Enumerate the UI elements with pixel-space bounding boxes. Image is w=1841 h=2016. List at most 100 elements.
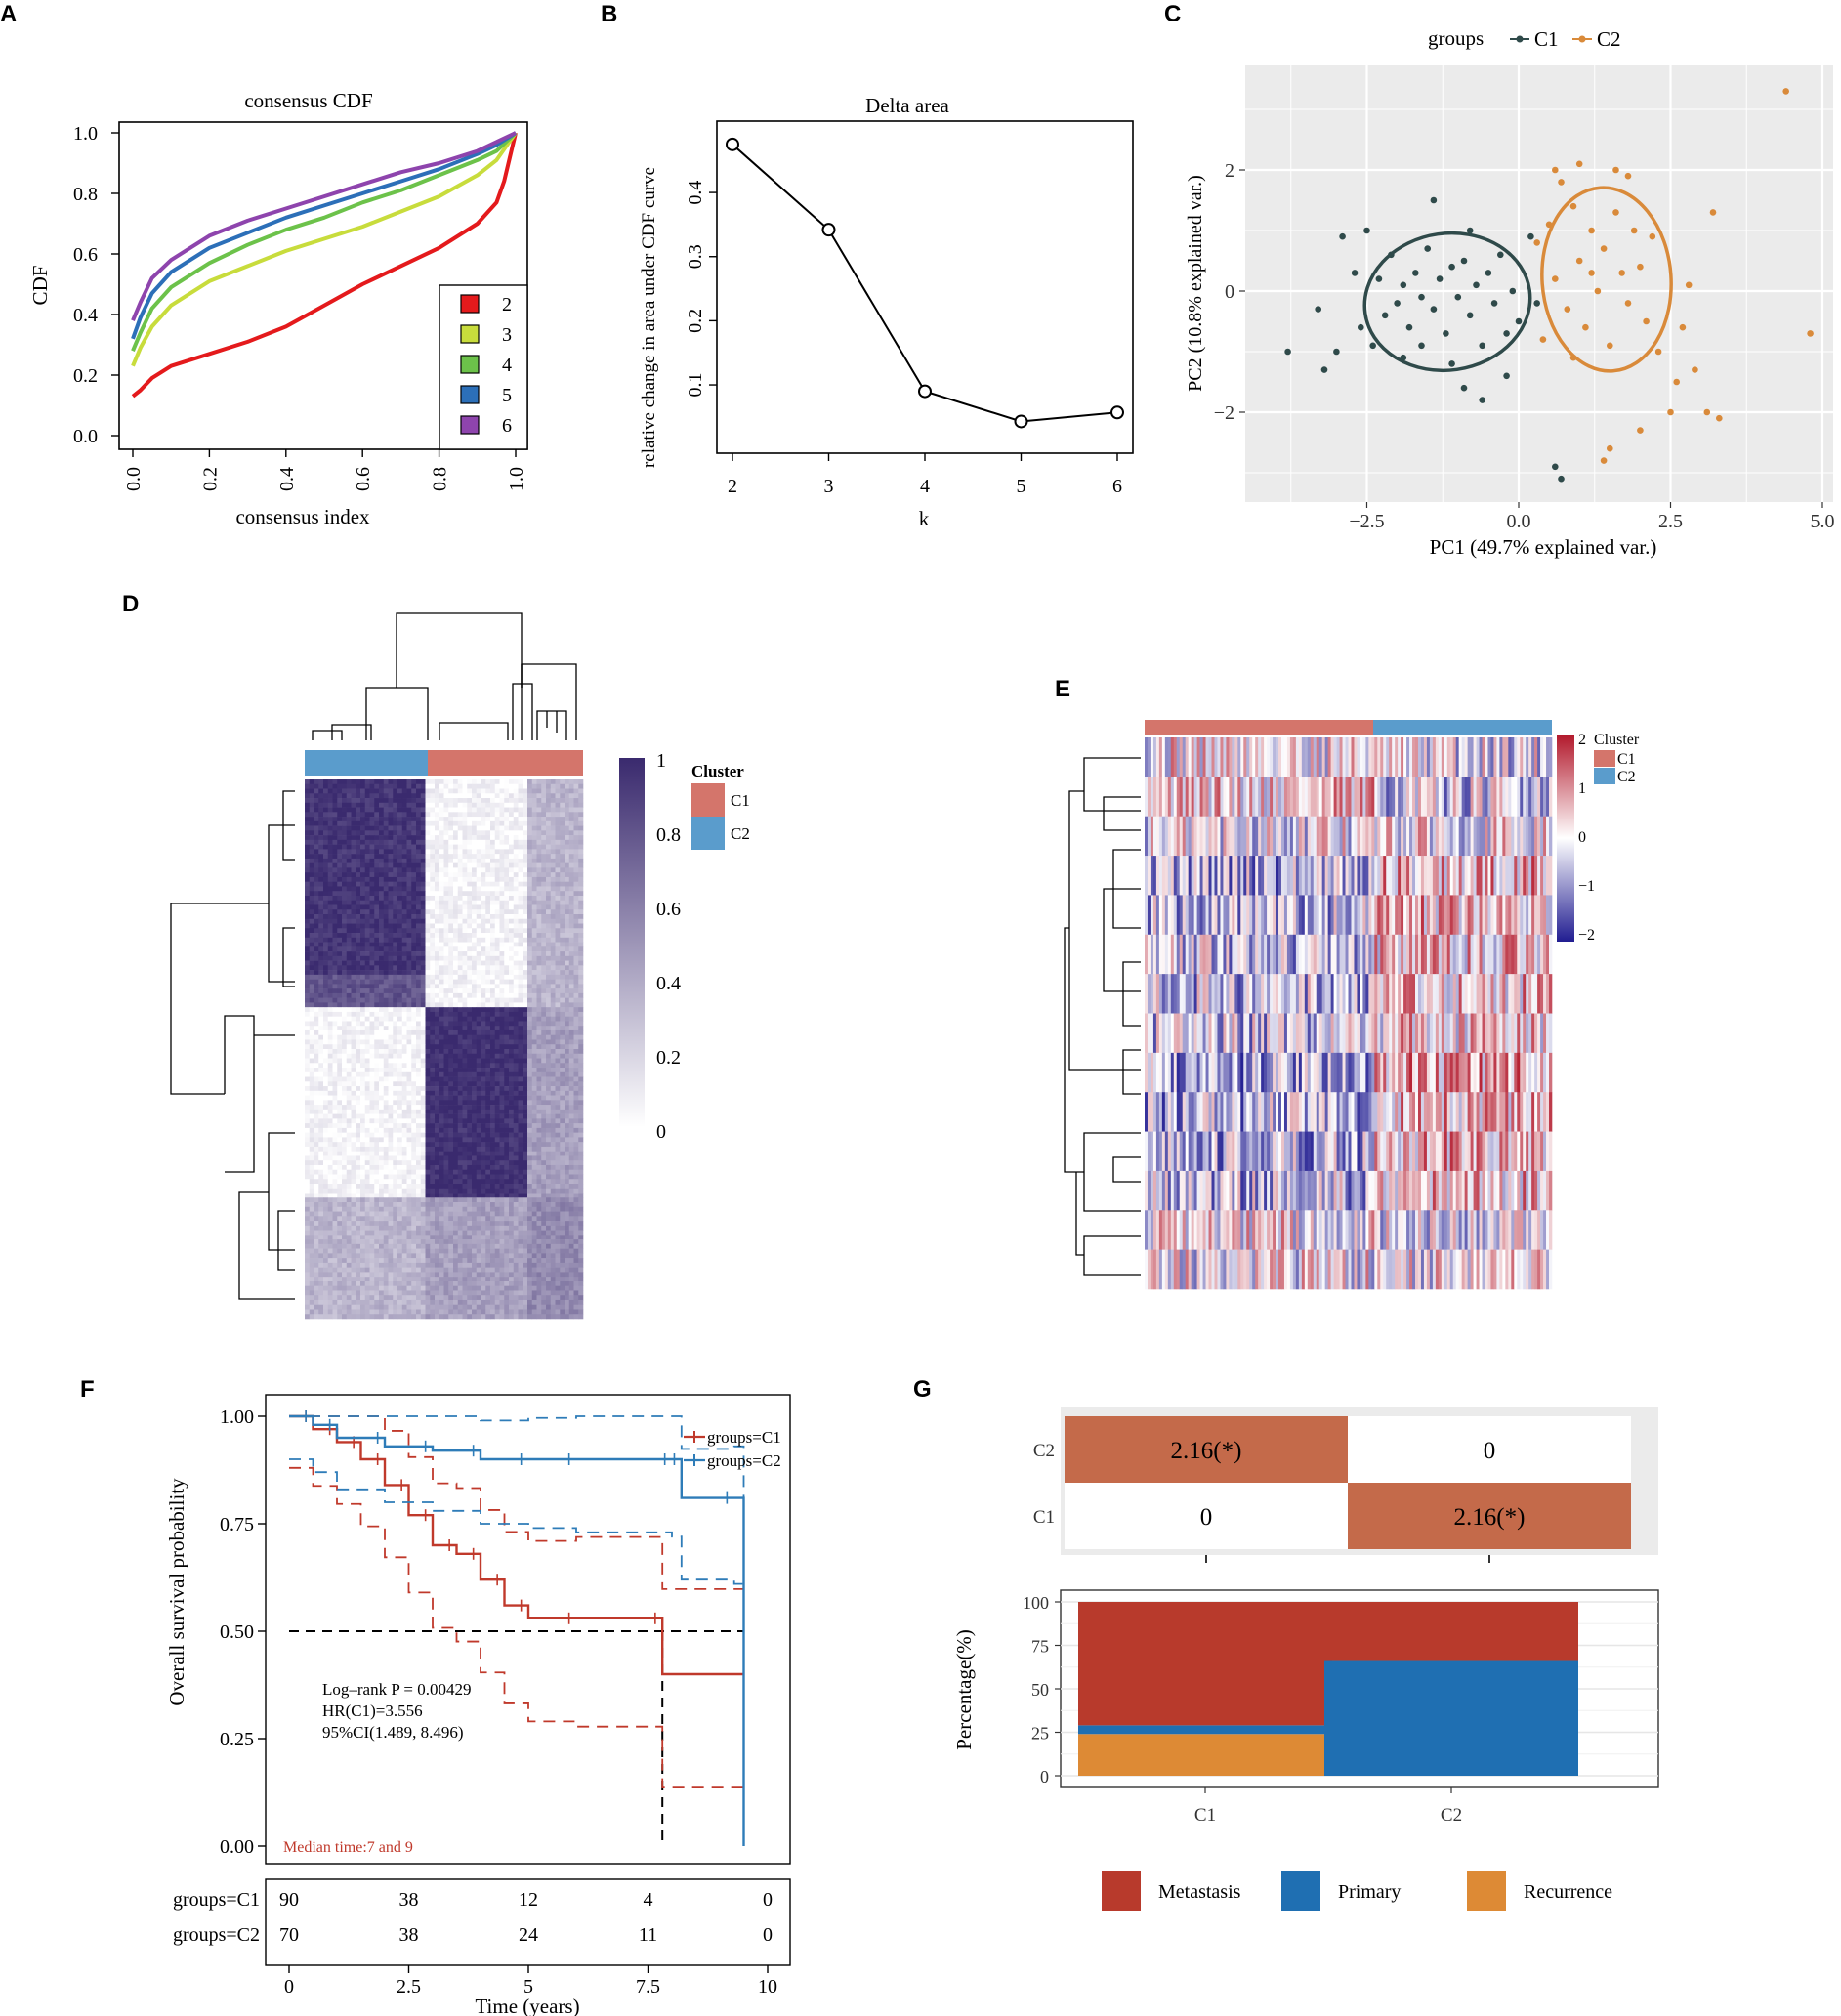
consensus-cell	[485, 904, 491, 910]
consensus-cell	[550, 798, 556, 804]
consensus-cell	[568, 1007, 574, 1013]
consensus-cell	[555, 1063, 561, 1069]
consensus-cell	[416, 1071, 422, 1077]
consensus-cell	[346, 1044, 352, 1050]
consensus-cell	[499, 1123, 505, 1129]
consensus-cell	[490, 886, 496, 892]
consensus-cell	[494, 1029, 500, 1036]
consensus-cell	[485, 1105, 491, 1111]
consensus-cell	[337, 1016, 343, 1022]
consensus-cell	[435, 904, 440, 910]
consensus-cell	[374, 1021, 380, 1027]
consensus-cell	[509, 1016, 515, 1022]
consensus-cell	[411, 1044, 417, 1050]
consensus-cell	[309, 820, 314, 826]
consensus-cell	[337, 1053, 343, 1059]
consensus-cell	[360, 1137, 366, 1143]
consensus-cell	[351, 1044, 356, 1050]
consensus-cell	[448, 960, 454, 966]
consensus-cell	[494, 1100, 500, 1106]
consensus-cell	[472, 862, 478, 868]
consensus-cell	[314, 802, 319, 808]
consensus-cell	[448, 1029, 454, 1036]
consensus-cell	[425, 793, 431, 799]
consensus-cell	[462, 1071, 468, 1077]
consensus-cell	[401, 1142, 407, 1148]
consensus-cell	[560, 960, 565, 966]
consensus-cell	[374, 923, 380, 929]
consensus-cell	[541, 793, 547, 799]
consensus-cell	[481, 783, 486, 789]
consensus-cell	[513, 1100, 519, 1106]
consensus-cell	[531, 1095, 537, 1101]
consensus-cell	[364, 942, 370, 947]
consensus-cell	[318, 779, 324, 785]
consensus-cell	[462, 1137, 468, 1143]
consensus-cell	[360, 839, 366, 845]
consensus-cell	[467, 825, 473, 831]
consensus-cell	[314, 1049, 319, 1055]
consensus-cell	[323, 895, 329, 902]
consensus-cell	[550, 812, 556, 818]
consensus-cell	[509, 900, 515, 905]
consensus-cell	[481, 937, 486, 943]
consensus-cell	[443, 1039, 449, 1045]
consensus-cell	[351, 937, 356, 943]
consensus-cell	[467, 1142, 473, 1148]
consensus-cell	[393, 881, 398, 887]
consensus-cell	[309, 812, 314, 818]
consensus-cell	[435, 900, 440, 905]
consensus-cell	[364, 951, 370, 957]
consensus-cell	[318, 1016, 324, 1022]
consensus-cell	[457, 1068, 463, 1073]
consensus-cell	[573, 992, 579, 998]
consensus-cell	[388, 1090, 394, 1096]
consensus-cell	[393, 1076, 398, 1082]
consensus-cell	[374, 854, 380, 860]
consensus-cell	[305, 984, 311, 989]
consensus-cell	[518, 923, 523, 929]
consensus-cell	[550, 909, 556, 915]
consensus-cell	[499, 1058, 505, 1064]
consensus-cell	[401, 1011, 407, 1017]
consensus-cell	[453, 1105, 459, 1111]
consensus-cell	[485, 918, 491, 924]
consensus-cell	[351, 965, 356, 971]
consensus-cell	[513, 802, 519, 808]
consensus-cell	[541, 839, 547, 845]
consensus-cell	[472, 1081, 478, 1087]
consensus-cell	[364, 1026, 370, 1031]
consensus-cell	[356, 965, 361, 971]
pca-point-c2	[1600, 457, 1608, 464]
consensus-cell	[332, 891, 338, 897]
consensus-cell	[494, 1142, 500, 1148]
consensus-cell	[309, 909, 314, 915]
consensus-cell	[314, 909, 319, 915]
consensus-cell	[573, 812, 579, 818]
consensus-cell	[536, 951, 542, 957]
consensus-cell	[379, 798, 385, 804]
consensus-cell	[476, 802, 481, 808]
consensus-cell	[369, 942, 375, 947]
consensus-cell	[527, 802, 533, 808]
consensus-cell	[568, 992, 574, 998]
consensus-cell	[323, 1118, 329, 1124]
consensus-cell	[425, 988, 431, 994]
consensus-cell	[401, 997, 407, 1003]
consensus-cell	[309, 1132, 314, 1138]
consensus-cell	[513, 942, 519, 947]
consensus-cell	[527, 1081, 533, 1087]
consensus-cell	[364, 988, 370, 994]
consensus-cell	[327, 1123, 333, 1129]
consensus-cell	[472, 1100, 478, 1106]
consensus-cell	[401, 1076, 407, 1082]
consensus-cell	[546, 891, 552, 897]
consensus-cell	[578, 970, 584, 976]
consensus-cell	[383, 992, 389, 998]
consensus-cell	[420, 1086, 426, 1092]
consensus-cell	[356, 1123, 361, 1129]
consensus-cell	[499, 1026, 505, 1031]
consensus-cell	[379, 858, 385, 863]
consensus-cell	[416, 933, 422, 939]
consensus-cell	[453, 854, 459, 860]
